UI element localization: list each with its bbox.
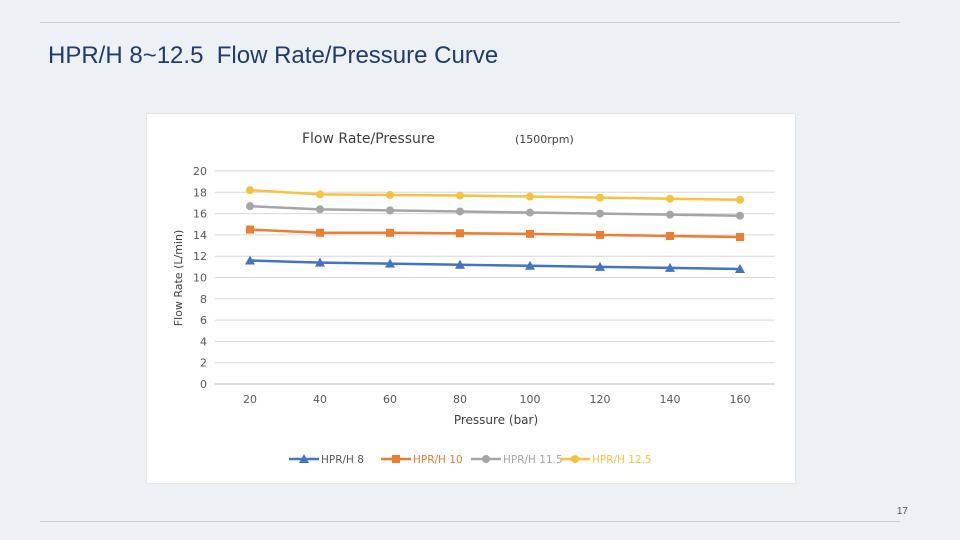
data-point: HPR/H 8: 80 bar, 11.2 L/min bbox=[455, 259, 465, 269]
x-tick-label: 40 bbox=[313, 393, 327, 406]
legend-item: HPR/H 12.5 bbox=[560, 454, 652, 466]
x-tick-label: 120 bbox=[590, 393, 611, 406]
data-point: HPR/H 10: 100 bar, 14.1 L/min bbox=[526, 229, 534, 238]
grid-lines bbox=[215, 170, 775, 385]
data-point: HPR/H 8: 160 bar, 10.8 L/min bbox=[735, 263, 745, 273]
x-tick-label: 20 bbox=[243, 393, 257, 406]
data-point: HPR/H 8: 20 bar, 11.6 L/min bbox=[245, 255, 255, 265]
x-tick-label: 60 bbox=[383, 393, 397, 406]
data-point: HPR/H 10: 20 bar, 14.5 L/min bbox=[246, 225, 254, 234]
x-tick-label: 140 bbox=[660, 393, 681, 406]
data-point: HPR/H 8: 40 bar, 11.4 L/min bbox=[315, 257, 325, 267]
series-1: HPR/H 8: 20 bar, 11.6 L/min HPR/H 8: 40 b… bbox=[245, 255, 745, 273]
y-tick-label: 20 bbox=[193, 165, 207, 178]
series-line bbox=[249, 228, 741, 239]
y-tick-label: 18 bbox=[193, 186, 207, 199]
legend-item: HPR/H 10 bbox=[381, 454, 463, 466]
data-point: HPR/H 10: 60 bar, 14.2 L/min bbox=[386, 228, 394, 237]
data-point: HPR/H 10: 40 bar, 14.2 L/min bbox=[316, 228, 324, 237]
series-3: HPR/H 11.5: 20 bar, 16.7 L/min HPR/H 11.5… bbox=[246, 202, 744, 220]
x-tick-label: 80 bbox=[453, 393, 467, 406]
series-4: HPR/H 12.5: 20 bar, 18.2 L/min HPR/H 12.5… bbox=[246, 186, 744, 204]
x-tick-label: 100 bbox=[520, 393, 541, 406]
y-tick-label: 0 bbox=[200, 378, 207, 391]
data-point: HPR/H 10: 160 bar, 13.8 L/min bbox=[736, 233, 744, 242]
data-point: HPR/H 11.5: 160 bar, 15.8 L/min bbox=[736, 211, 744, 220]
y-axis-ticks: 0 2 4 6 8 10 12 14 16 18 20 bbox=[193, 165, 207, 391]
legend-label: HPR/H 12.5 bbox=[592, 454, 652, 466]
data-point: HPR/H 10: 140 bar, 13.9 L/min bbox=[666, 231, 674, 240]
page-number: 17 bbox=[896, 506, 908, 517]
data-point: HPR/H 10: 80 bar, 14.15 L/min bbox=[456, 229, 464, 238]
x-axis-ticks: 20 40 60 80 100 120 140 160 bbox=[243, 393, 751, 406]
data-point: HPR/H 8: 120 bar, 11 L/min bbox=[595, 261, 605, 271]
y-tick-label: 6 bbox=[200, 314, 207, 327]
legend-marker bbox=[392, 455, 400, 463]
legend: HPR/H 8 HPR/H 10 HPR/H 11.5 HPR/H 12.5 bbox=[289, 454, 652, 466]
data-point: HPR/H 11.5: 40 bar, 16.4 L/min bbox=[316, 205, 324, 214]
series-line bbox=[249, 204, 741, 217]
data-point: HPR/H 11.5: 100 bar, 16.1 L/min bbox=[526, 208, 534, 217]
legend-item: HPR/H 11.5 bbox=[471, 454, 563, 466]
data-point: HPR/H 12.5: 80 bar, 17.7 L/min bbox=[456, 191, 464, 200]
y-axis-label: Flow Rate (L/min) bbox=[172, 230, 185, 327]
y-tick-label: 10 bbox=[193, 272, 207, 285]
data-point: HPR/H 12.5: 20 bar, 18.2 L/min bbox=[246, 186, 254, 195]
series-line bbox=[249, 259, 741, 271]
top-divider bbox=[40, 22, 900, 23]
y-tick-label: 12 bbox=[193, 250, 207, 263]
x-axis-label: Pressure (bar) bbox=[454, 413, 538, 427]
data-point: HPR/H 12.5: 160 bar, 17.3 L/min bbox=[736, 195, 744, 204]
y-tick-label: 8 bbox=[200, 293, 207, 306]
data-point: HPR/H 11.5: 80 bar, 16.2 L/min bbox=[456, 207, 464, 216]
data-point: HPR/H 11.5: 140 bar, 15.9 L/min bbox=[666, 210, 674, 219]
chart-title: Flow Rate/Pressure bbox=[302, 131, 435, 147]
series-line bbox=[249, 188, 741, 202]
data-point: HPR/H 8: 100 bar, 11.1 L/min bbox=[525, 260, 535, 270]
data-point: HPR/H 8: 140 bar, 10.9 L/min bbox=[665, 262, 675, 272]
data-point: HPR/H 11.5: 60 bar, 16.3 L/min bbox=[386, 206, 394, 215]
flow-rate-pressure-chart: Flow Rate/Pressure (1500rpm) 0 2 4 6 8 10 12 14… bbox=[172, 131, 775, 466]
chart-card: Flow Rate/Pressure (1500rpm) 0 2 4 6 8 10 12 14… bbox=[146, 113, 796, 484]
series-group: HPR/H 8: 20 bar, 11.6 L/min HPR/H 8: 40 b… bbox=[245, 186, 745, 273]
chart-subtitle: (1500rpm) bbox=[515, 133, 574, 146]
legend-label: HPR/H 8 bbox=[321, 454, 364, 466]
y-tick-label: 16 bbox=[193, 208, 207, 221]
legend-label: HPR/H 10 bbox=[413, 454, 463, 466]
y-tick-label: 2 bbox=[200, 357, 207, 370]
legend-item: HPR/H 8 bbox=[289, 454, 364, 466]
data-point: HPR/H 11.5: 20 bar, 16.7 L/min bbox=[246, 202, 254, 211]
legend-label: HPR/H 11.5 bbox=[503, 454, 563, 466]
data-point: HPR/H 12.5: 120 bar, 17.5 L/min bbox=[596, 193, 604, 202]
data-point: HPR/H 12.5: 40 bar, 17.8 L/min bbox=[316, 190, 324, 199]
bottom-divider bbox=[40, 521, 900, 522]
slide-title: HPR/H 8~12.5 Flow Rate/Pressure Curve bbox=[48, 42, 499, 69]
legend-marker bbox=[299, 454, 309, 463]
data-point: HPR/H 12.5: 140 bar, 17.4 L/min bbox=[666, 194, 674, 203]
data-point: HPR/H 8: 60 bar, 11.3 L/min bbox=[385, 258, 395, 268]
legend-marker bbox=[482, 455, 490, 463]
y-tick-label: 4 bbox=[200, 335, 207, 348]
data-point: HPR/H 11.5: 120 bar, 16 L/min bbox=[596, 209, 604, 218]
data-point: HPR/H 12.5: 60 bar, 17.75 L/min bbox=[386, 190, 394, 199]
series-2: HPR/H 10: 20 bar, 14.5 L/min HPR/H 10: 40… bbox=[246, 225, 744, 242]
legend-marker bbox=[571, 455, 579, 463]
x-tick-label: 160 bbox=[730, 393, 751, 406]
data-point: HPR/H 10: 120 bar, 14 L/min bbox=[596, 230, 604, 239]
y-tick-label: 14 bbox=[193, 229, 207, 242]
data-point: HPR/H 12.5: 100 bar, 17.6 L/min bbox=[526, 192, 534, 201]
